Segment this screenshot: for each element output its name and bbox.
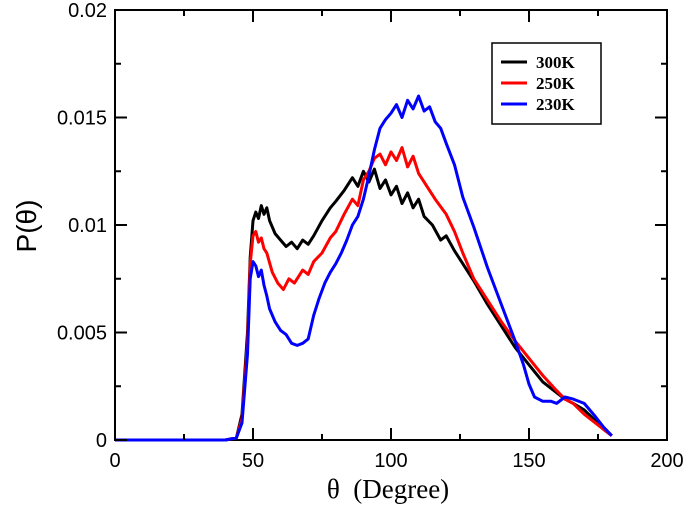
legend-label-250K: 250K xyxy=(536,74,576,93)
axis-ticks: 0 50 100 150 200 0 0.005 0.01 0.015 0.02 xyxy=(57,0,684,472)
y-tick-label: 0.015 xyxy=(57,108,107,130)
x-tick-label: 200 xyxy=(650,450,683,472)
series-line-230K xyxy=(115,94,613,442)
y-tick-label: 0 xyxy=(96,430,107,452)
y-axis-title: P(θ) xyxy=(11,200,42,253)
legend-label-230K: 230K xyxy=(536,95,576,114)
y-tick-label: 0.01 xyxy=(68,215,107,237)
x-axis-title: θ (Degree) xyxy=(327,474,449,504)
x-tick-label: 150 xyxy=(512,450,545,472)
legend-label-300K: 300K xyxy=(536,53,576,72)
legend: 300K 250K 230K xyxy=(491,42,602,125)
series-line-250K xyxy=(115,146,613,442)
x-tick-label: 100 xyxy=(374,450,407,472)
x-tick-label: 50 xyxy=(242,450,264,472)
series-lines xyxy=(115,94,613,442)
y-tick-label: 0.005 xyxy=(57,323,107,345)
y-tick-label: 0.02 xyxy=(68,0,107,22)
x-tick-label: 0 xyxy=(109,450,120,472)
